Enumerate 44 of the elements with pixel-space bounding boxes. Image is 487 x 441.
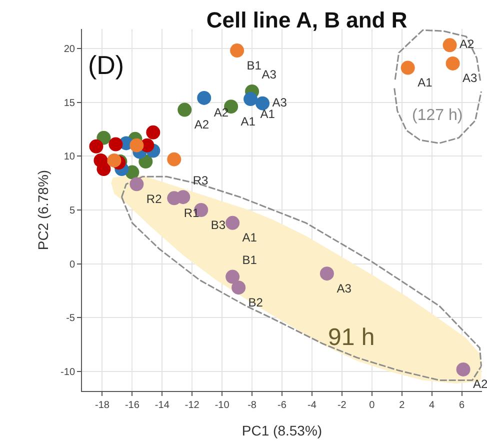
y-tick-label: 5 bbox=[69, 206, 76, 216]
series-label: (127 h) bbox=[412, 107, 463, 124]
y-tick-label: 20 bbox=[64, 44, 76, 55]
x-tick-label: -10 bbox=[214, 400, 230, 411]
data-label: R3 bbox=[192, 173, 209, 188]
data-label: A1 bbox=[240, 114, 256, 128]
x-tick-label: -2 bbox=[337, 400, 347, 411]
y-tick-label: 0 bbox=[69, 259, 76, 270]
data-label: B2 bbox=[248, 295, 264, 310]
x-tick-label: -4 bbox=[308, 400, 317, 411]
data-label: A1 bbox=[260, 106, 276, 121]
x-tick-label: -6 bbox=[278, 400, 287, 411]
x-tick-label: 6 bbox=[459, 400, 465, 411]
data-label: A2 bbox=[460, 37, 475, 52]
y-tick-label: 10 bbox=[64, 152, 76, 163]
x-tick-label: -14 bbox=[154, 400, 170, 411]
x-axis-title: PC1 (8.53%) bbox=[242, 422, 322, 438]
x-tick-label: -8 bbox=[248, 400, 257, 411]
x-tick-label: -12 bbox=[184, 400, 200, 411]
data-label: A1 bbox=[242, 230, 258, 245]
data-label: A2 bbox=[194, 118, 210, 132]
data-label: A1 bbox=[418, 76, 433, 90]
data-label: A3 bbox=[336, 281, 352, 296]
data-label: A3 bbox=[462, 71, 478, 86]
y-tick-label: -5 bbox=[66, 313, 76, 324]
data-label: B1 bbox=[246, 58, 262, 72]
data-label: B3 bbox=[210, 218, 226, 232]
x-tick-label: -18 bbox=[94, 400, 110, 411]
data-label: A2 bbox=[214, 106, 229, 120]
data-label: B1 bbox=[242, 253, 258, 268]
series-label: 91 h bbox=[328, 324, 375, 351]
y-axis-title: PC2 (6.78%) bbox=[35, 170, 52, 250]
y-tick-label: 15 bbox=[64, 98, 76, 109]
data-label: A2 bbox=[473, 377, 487, 392]
annotation: (D) bbox=[88, 50, 124, 80]
x-tick-label: 4 bbox=[429, 400, 436, 411]
data-label: A3 bbox=[262, 68, 277, 82]
x-tick-label: -16 bbox=[124, 400, 140, 411]
data-label: A3 bbox=[272, 95, 288, 110]
x-tick-label: 0 bbox=[369, 400, 376, 411]
x-tick-label: 2 bbox=[399, 400, 406, 411]
data-label: R2 bbox=[146, 192, 162, 206]
y-tick-label: -10 bbox=[60, 367, 76, 378]
chart-title: Cell line A, B and R bbox=[206, 8, 408, 33]
